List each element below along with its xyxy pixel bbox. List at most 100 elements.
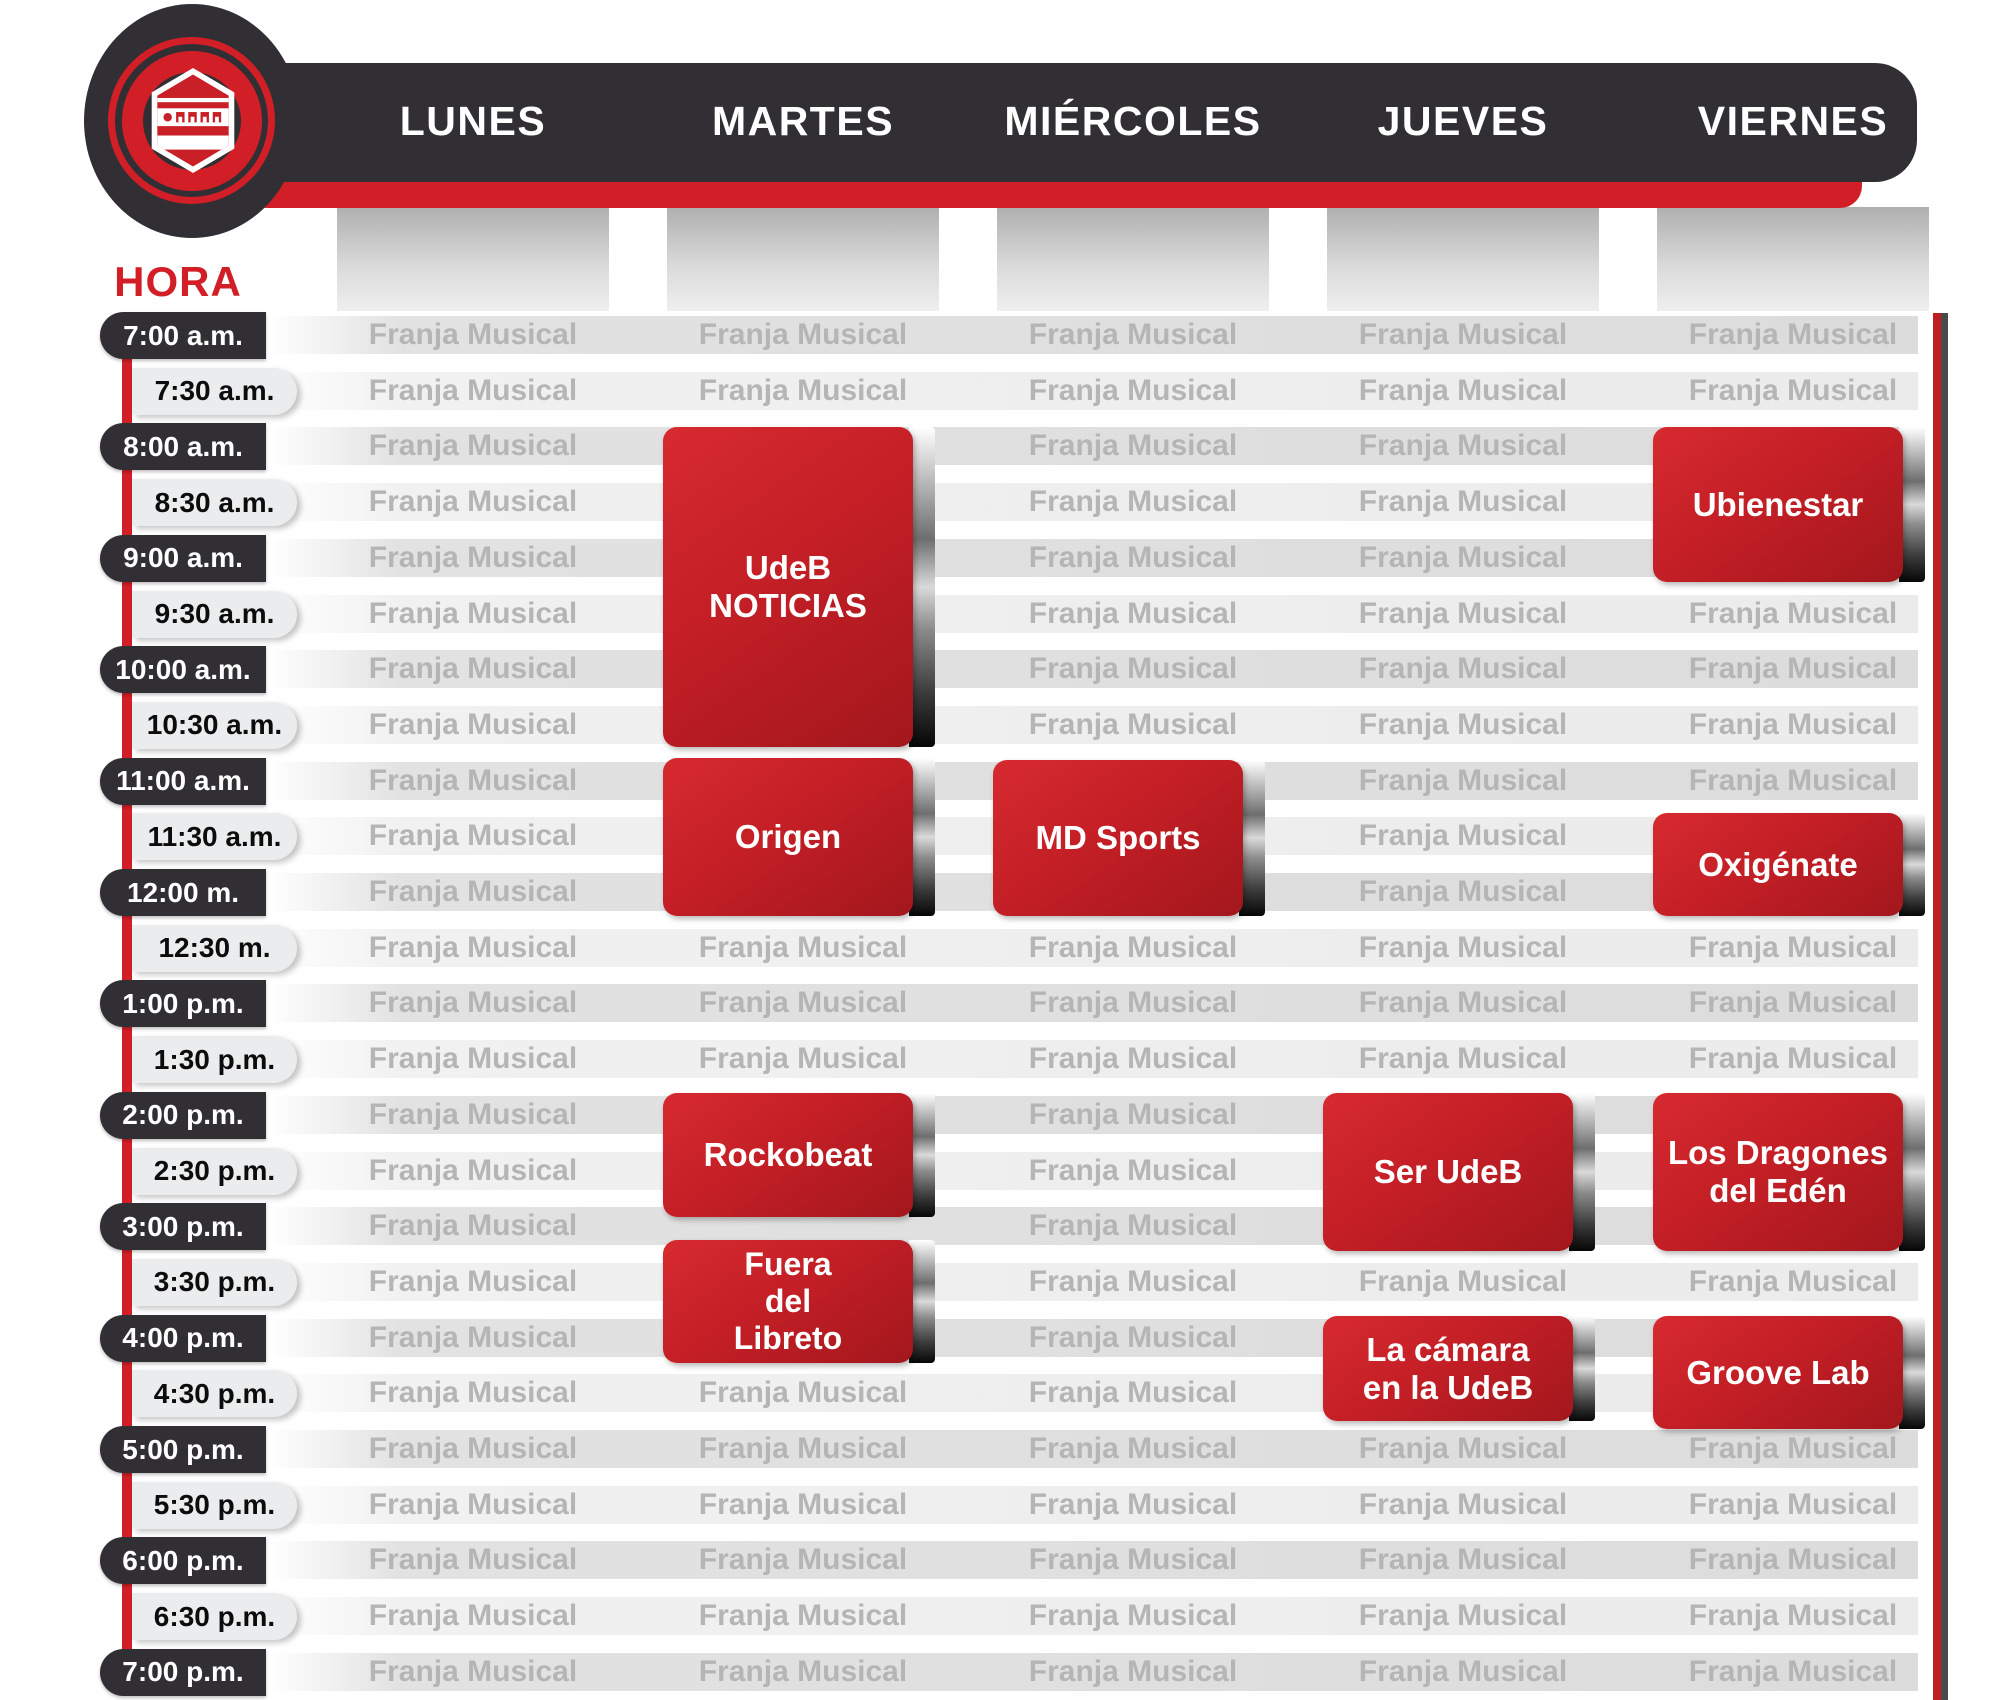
row-stripe (268, 1318, 1918, 1357)
filler-cell: Franja Musical (1028, 1264, 1238, 1298)
filler-cell: Franja Musical (1358, 819, 1568, 853)
row-stripe (268, 316, 1918, 354)
filler-cell: Franja Musical (1028, 373, 1238, 407)
time-pill: 3:00 p.m. (100, 1203, 266, 1251)
filler-cell: Franja Musical (698, 986, 908, 1020)
filler-cell: Franja Musical (368, 1599, 578, 1633)
filler-cell: Franja Musical (368, 707, 578, 741)
row-stripe (268, 705, 1918, 744)
program-block-edge (1899, 1093, 1925, 1251)
filler-cell: Franja Musical (1688, 986, 1898, 1020)
filler-cell: Franja Musical (1028, 540, 1238, 574)
program-block-ser-udeb: Ser UdeB (1323, 1093, 1573, 1251)
filler-cell: Franja Musical (368, 763, 578, 797)
time-pill: 7:00 a.m. (100, 312, 266, 359)
filler-cell: Franja Musical (1688, 1543, 1898, 1577)
filler-cell: Franja Musical (368, 540, 578, 574)
program-block-origen: Origen (663, 758, 913, 916)
row-stripe (268, 538, 1918, 577)
row-stripe (268, 594, 1918, 633)
filler-cell: Franja Musical (1688, 373, 1898, 407)
filler-cell: Franja Musical (1028, 1097, 1238, 1131)
filler-cell: Franja Musical (698, 1487, 908, 1521)
filler-cell: Franja Musical (1358, 1264, 1568, 1298)
filler-cell: Franja Musical (1028, 652, 1238, 686)
filler-cell: Franja Musical (1688, 707, 1898, 741)
day-header-martes: MARTES (711, 98, 895, 144)
time-pill: 6:00 p.m. (100, 1537, 266, 1585)
filler-cell: Franja Musical (368, 429, 578, 463)
time-pill: 12:00 m. (100, 869, 266, 916)
time-pill: 11:30 a.m. (132, 813, 297, 861)
program-title: La cámara en la UdeB (1362, 1330, 1534, 1406)
hora-column-title: HORA (114, 258, 242, 305)
filler-cell: Franja Musical (368, 1487, 578, 1521)
filler-cell: Franja Musical (1028, 1153, 1238, 1187)
row-stripe (268, 1374, 1918, 1413)
column-band (667, 207, 939, 311)
filler-cell: Franja Musical (1358, 1432, 1568, 1465)
filler-cell: Franja Musical (1358, 1042, 1568, 1076)
program-block-edge (1899, 1316, 1925, 1429)
filler-cell: Franja Musical (368, 1376, 578, 1410)
time-pill: 8:30 a.m. (132, 479, 297, 527)
day-header-jueves: JUEVES (1377, 98, 1549, 144)
row-stripe (268, 1597, 1918, 1636)
filler-cell: Franja Musical (698, 1599, 908, 1633)
filler-cell: Franja Musical (1028, 1209, 1238, 1243)
time-pill: 7:00 p.m. (100, 1648, 266, 1696)
program-block-los-dragones: Los Dragones del Edén (1653, 1093, 1903, 1251)
program-block-udeb-noticias: UdeB NOTICIAS (663, 427, 913, 747)
program-title: Fuera del Libreto (733, 1246, 843, 1356)
filler-cell: Franja Musical (1358, 707, 1568, 741)
station-hex-badge-icon (151, 67, 235, 174)
program-block-rockobeat: Rockobeat (663, 1093, 913, 1217)
filler-cell: Franja Musical (1028, 485, 1238, 519)
program-title: UdeB NOTICIAS (709, 549, 867, 624)
row-stripe (268, 928, 1918, 967)
header-bar (232, 63, 1917, 182)
time-pill: 3:30 p.m. (132, 1258, 297, 1306)
right-edge-dark-rule (1941, 313, 1948, 1700)
time-pill: 7:30 a.m. (132, 367, 297, 415)
filler-cell: Franja Musical (1028, 707, 1238, 741)
filler-cell: Franja Musical (368, 1543, 578, 1577)
right-edge-red-rule (1933, 313, 1941, 1700)
filler-cell: Franja Musical (698, 373, 908, 407)
time-pill: 1:30 p.m. (132, 1036, 297, 1084)
time-pill: 4:30 p.m. (132, 1370, 297, 1418)
filler-cell: Franja Musical (368, 1209, 578, 1243)
program-title: Ser UdeB (1373, 1153, 1523, 1191)
filler-cell: Franja Musical (698, 1432, 908, 1465)
row-stripe (268, 1485, 1918, 1524)
filler-cell: Franja Musical (1358, 1543, 1568, 1577)
filler-cell: Franja Musical (1358, 540, 1568, 574)
filler-cell: Franja Musical (1688, 318, 1898, 351)
program-title: Groove Lab (1686, 1353, 1870, 1391)
filler-cell: Franja Musical (1688, 930, 1898, 964)
header-red-underline (252, 182, 1862, 208)
filler-cell: Franja Musical (1028, 429, 1238, 463)
filler-cell: Franja Musical (368, 1153, 578, 1187)
day-header-viernes: VIERNES (1697, 98, 1889, 144)
filler-cell: Franja Musical (368, 1654, 578, 1688)
day-header-lunes: LUNES (399, 98, 547, 144)
program-block-edge (1569, 1093, 1595, 1251)
filler-cell: Franja Musical (1358, 318, 1568, 351)
filler-cell: Franja Musical (1688, 596, 1898, 630)
filler-cell: Franja Musical (1688, 1264, 1898, 1298)
time-pill: 11:00 a.m. (100, 757, 266, 805)
row-stripe (268, 371, 1918, 410)
program-title: Oxigénate (1698, 845, 1858, 883)
program-block-oxigenate: Oxigénate (1653, 813, 1903, 916)
filler-cell: Franja Musical (1028, 930, 1238, 964)
filler-cell: Franja Musical (1028, 986, 1238, 1020)
time-pill: 10:30 a.m. (132, 701, 297, 749)
filler-cell: Franja Musical (368, 1320, 578, 1354)
filler-cell: Franja Musical (698, 1376, 908, 1410)
program-block-fuera-del-libreto: Fuera del Libreto (663, 1240, 913, 1363)
filler-cell: Franja Musical (1688, 1487, 1898, 1521)
filler-cell: Franja Musical (1028, 1599, 1238, 1633)
program-block-edge (1239, 760, 1265, 916)
